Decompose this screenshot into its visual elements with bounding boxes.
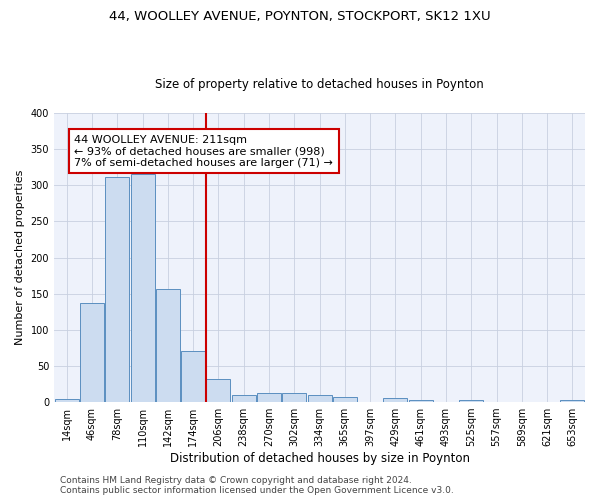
Bar [409, 400, 433, 402]
Bar [257, 392, 281, 402]
Y-axis label: Number of detached properties: Number of detached properties [15, 170, 25, 345]
Bar [105, 178, 129, 402]
Bar [206, 379, 230, 402]
Bar [80, 303, 104, 402]
Bar [55, 399, 79, 402]
Bar [131, 174, 155, 402]
Bar [383, 398, 407, 402]
Text: Contains HM Land Registry data © Crown copyright and database right 2024.
Contai: Contains HM Land Registry data © Crown c… [60, 476, 454, 495]
Bar [560, 400, 584, 402]
Title: Size of property relative to detached houses in Poynton: Size of property relative to detached ho… [155, 78, 484, 91]
Bar [156, 288, 180, 402]
Bar [333, 397, 357, 402]
Text: 44, WOOLLEY AVENUE, POYNTON, STOCKPORT, SK12 1XU: 44, WOOLLEY AVENUE, POYNTON, STOCKPORT, … [109, 10, 491, 23]
X-axis label: Distribution of detached houses by size in Poynton: Distribution of detached houses by size … [170, 452, 470, 465]
Bar [282, 392, 306, 402]
Bar [459, 400, 483, 402]
Text: 44 WOOLLEY AVENUE: 211sqm
← 93% of detached houses are smaller (998)
7% of semi-: 44 WOOLLEY AVENUE: 211sqm ← 93% of detac… [74, 134, 333, 168]
Bar [181, 351, 205, 402]
Bar [308, 395, 332, 402]
Bar [232, 395, 256, 402]
